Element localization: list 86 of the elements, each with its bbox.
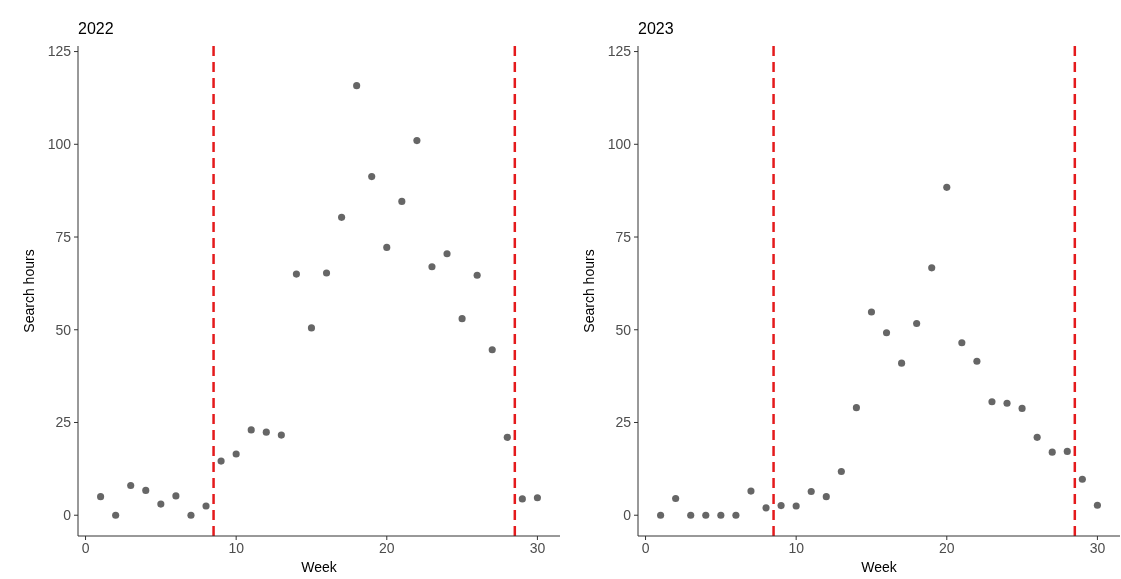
chart-title: 2022: [78, 20, 114, 37]
y-tick-label: 25: [615, 414, 632, 431]
point: [533, 494, 541, 502]
point: [368, 173, 376, 181]
y-tick-label: 50: [55, 321, 72, 338]
point: [307, 324, 316, 332]
y-axis-title: Search hours: [21, 249, 37, 333]
point: [898, 359, 906, 367]
point: [428, 263, 436, 271]
x-tick-label: 10: [788, 540, 805, 556]
y-tick-label: 125: [607, 43, 632, 60]
point: [867, 308, 876, 316]
point: [1063, 447, 1071, 455]
point: [777, 502, 785, 510]
point: [292, 270, 300, 278]
y-tick-label: 50: [615, 321, 632, 338]
point: [702, 511, 710, 519]
point: [97, 493, 105, 501]
point: [127, 481, 135, 490]
x-tick-label: 0: [81, 540, 90, 556]
point: [672, 494, 680, 503]
y-tick-label: 125: [47, 43, 72, 60]
point: [518, 495, 526, 503]
point: [822, 493, 830, 501]
point: [202, 502, 210, 510]
point: [488, 346, 496, 354]
point: [717, 511, 725, 519]
point: [882, 329, 891, 337]
y-axis-title: Search hours: [581, 249, 597, 333]
point: [792, 502, 800, 510]
point: [807, 487, 815, 496]
point: [1003, 399, 1011, 407]
point: [762, 504, 770, 512]
point: [112, 511, 120, 519]
x-tick-label: 30: [529, 540, 546, 556]
point: [443, 250, 451, 258]
point: [732, 511, 740, 519]
point: [157, 500, 165, 508]
point: [277, 431, 285, 439]
y-tick-label: 0: [63, 507, 72, 524]
point: [262, 428, 270, 436]
point: [928, 264, 936, 272]
point: [837, 467, 845, 476]
point: [1048, 448, 1056, 456]
y-tick-label: 75: [615, 228, 632, 245]
point: [473, 271, 481, 279]
point: [1093, 501, 1101, 509]
point: [503, 433, 511, 441]
point: [217, 457, 225, 465]
point: [338, 213, 346, 221]
x-tick-label: 0: [641, 540, 650, 556]
x-tick-label: 10: [228, 540, 245, 556]
point: [973, 357, 981, 365]
x-tick-label: 20: [378, 540, 395, 556]
y-tick-label: 75: [55, 228, 72, 245]
x-axis-title: Week: [861, 559, 898, 575]
y-tick-label: 100: [607, 136, 632, 153]
point: [943, 183, 951, 191]
point: [1078, 475, 1086, 483]
point: [398, 197, 406, 205]
point: [232, 450, 240, 458]
point: [142, 486, 150, 494]
point: [353, 82, 361, 90]
point: [458, 315, 466, 323]
point: [747, 487, 755, 495]
point: [1018, 404, 1026, 412]
point: [958, 339, 966, 347]
x-tick-label: 20: [938, 540, 955, 556]
point: [657, 511, 665, 519]
point: [187, 511, 195, 519]
y-tick-label: 0: [623, 507, 632, 524]
point: [247, 426, 255, 434]
point: [687, 511, 695, 519]
point: [413, 137, 421, 145]
point: [988, 398, 996, 406]
point: [852, 404, 860, 412]
point: [1033, 433, 1041, 441]
x-tick-label: 30: [1089, 540, 1106, 556]
x-axis-title: Week: [301, 559, 338, 575]
point: [322, 269, 331, 277]
point: [913, 319, 921, 328]
point: [172, 492, 180, 500]
chart-title: 2023: [638, 20, 674, 37]
y-tick-label: 100: [47, 136, 72, 153]
y-tick-label: 25: [55, 414, 72, 431]
point: [383, 243, 391, 251]
